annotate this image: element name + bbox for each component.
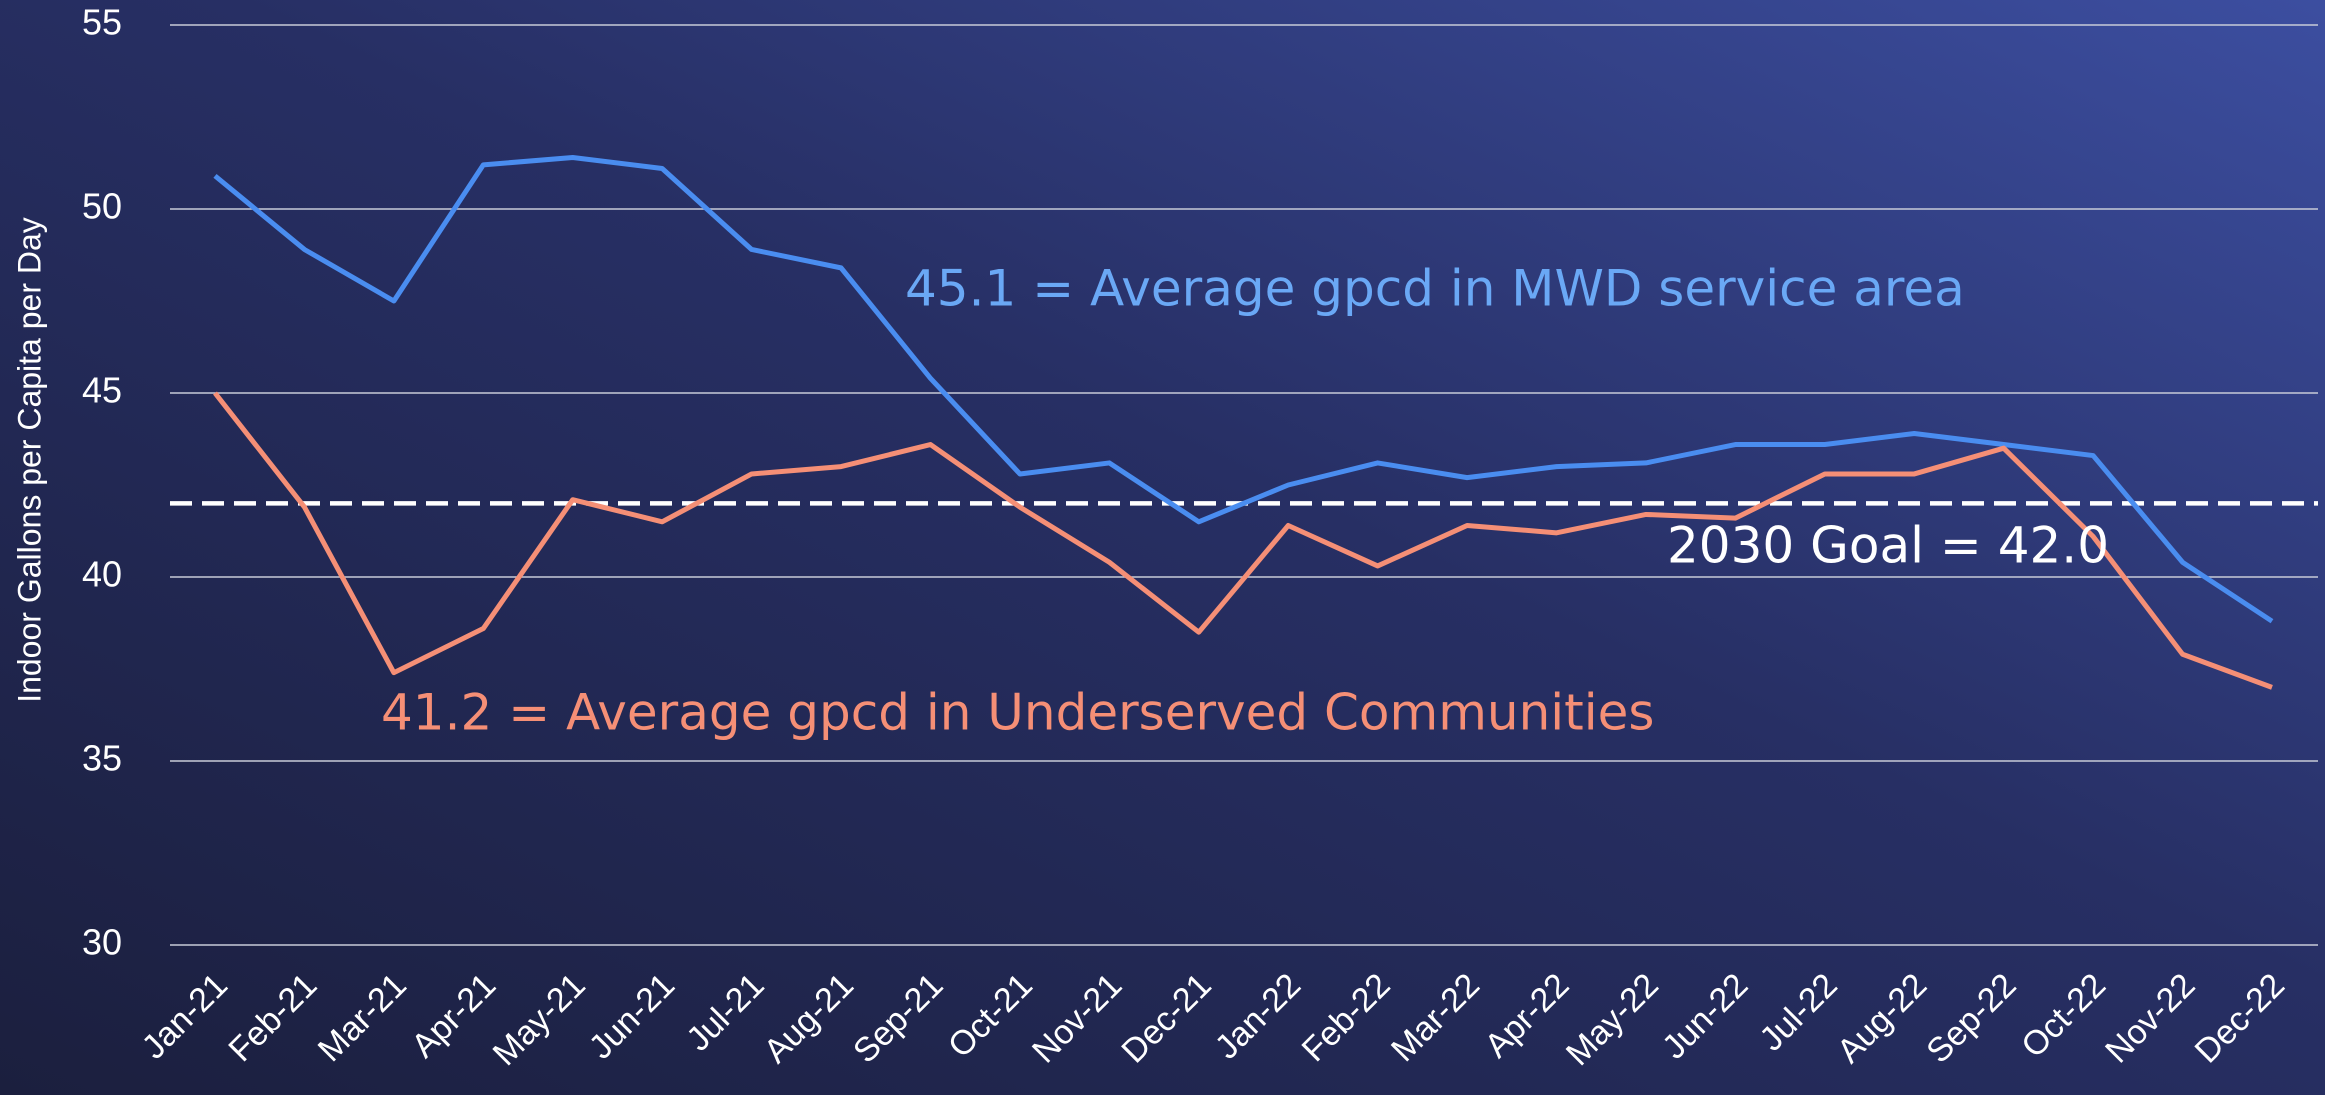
y-tick-label: 40 xyxy=(82,554,122,595)
line-series xyxy=(213,154,2274,624)
y-tick-label: 35 xyxy=(82,738,122,779)
annotation: 41.2 = Average gpcd in Underserved Commu… xyxy=(381,684,1655,742)
y-tick-label: 50 xyxy=(82,186,122,227)
line-series xyxy=(213,391,2273,690)
y-axis-label: Indoor Gallons per Capita per Day xyxy=(11,217,47,703)
annotation: 45.1 = Average gpcd in MWD service area xyxy=(905,260,1965,318)
y-tick-label: 55 xyxy=(82,2,122,43)
y-tick-label: 45 xyxy=(82,370,122,411)
y-tick-label: 30 xyxy=(82,922,122,963)
annotation: 2030 Goal = 42.0 xyxy=(1667,517,2109,575)
